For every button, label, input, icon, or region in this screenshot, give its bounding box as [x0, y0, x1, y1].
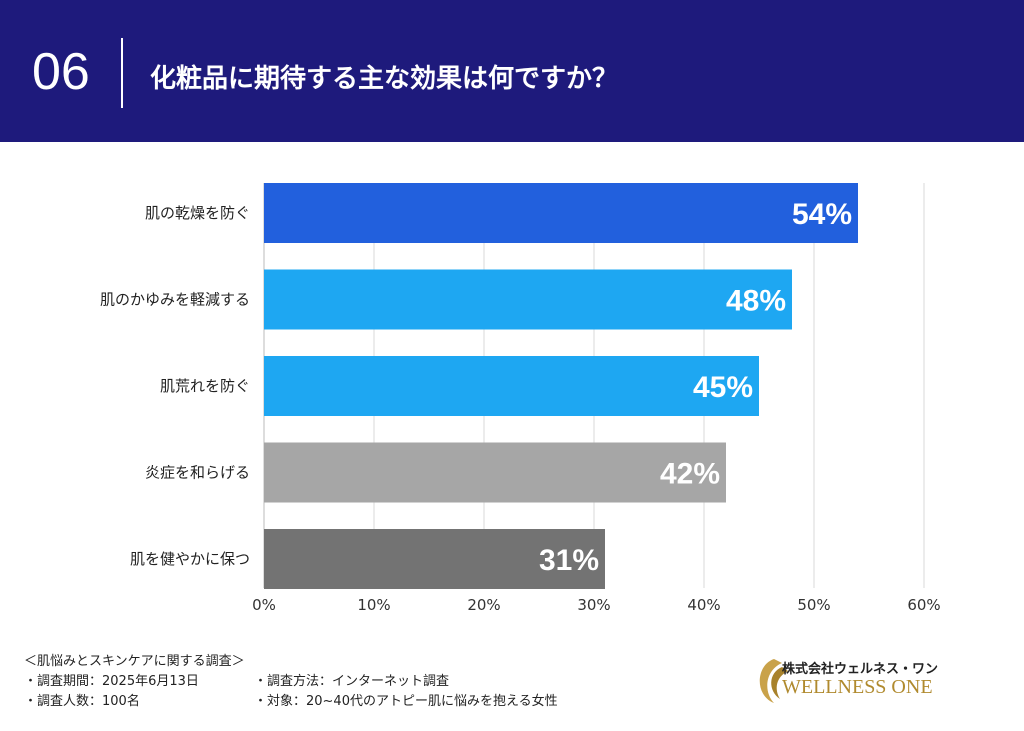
category-label: 炎症を和らげる	[145, 464, 250, 482]
survey-target: ・対象：20~40代のアトピー肌に悩みを抱える女性	[254, 694, 558, 709]
bar	[264, 356, 759, 416]
category-label: 肌の乾燥を防ぐ	[145, 204, 250, 222]
category-label: 肌を健やかに保つ	[130, 550, 250, 568]
data-label: 45%	[693, 371, 753, 404]
category-label: 肌のかゆみを軽減する	[100, 291, 250, 309]
bar	[264, 442, 726, 503]
survey-method: ・調査方法：インターネット調査	[254, 674, 450, 689]
survey-title: ＜肌悩みとスキンケアに関する調査＞	[24, 654, 245, 669]
x-tick-label: 20%	[467, 596, 500, 614]
bar	[264, 529, 605, 589]
divider	[121, 38, 123, 108]
logo-jp-text: 株式会社ウェルネス・ワン	[782, 662, 939, 677]
survey-count: ・調査人数：100名	[24, 694, 140, 709]
x-tick-label: 10%	[357, 596, 390, 614]
question-number: 06	[32, 43, 90, 101]
survey-period: ・調査期間：2025年6月13日	[24, 674, 199, 689]
data-label: 31%	[539, 544, 599, 577]
x-tick-label: 0%	[252, 596, 276, 614]
x-tick-label: 30%	[577, 596, 610, 614]
bar-chart: 0% 10% 20% 30% 40% 50% 60% 肌の乾燥を防ぐ 54% 肌のかゆみを軽減する…	[100, 183, 941, 614]
bar	[264, 269, 792, 330]
x-tick-label: 40%	[687, 596, 720, 614]
data-label: 42%	[660, 458, 720, 491]
page-title: 化粧品に期待する主な効果は何ですか？	[150, 64, 619, 94]
x-tick-label: 50%	[797, 596, 830, 614]
logo-en-text: WELLNESS ONE	[782, 676, 933, 698]
header-banner: 06 化粧品に期待する主な効果は何ですか？	[0, 0, 1024, 142]
data-label: 54%	[792, 198, 852, 231]
category-label: 肌荒れを防ぐ	[160, 377, 250, 395]
bar	[264, 183, 858, 243]
company-logo-icon	[759, 659, 788, 703]
data-label: 48%	[726, 285, 786, 318]
x-tick-label: 60%	[907, 596, 940, 614]
